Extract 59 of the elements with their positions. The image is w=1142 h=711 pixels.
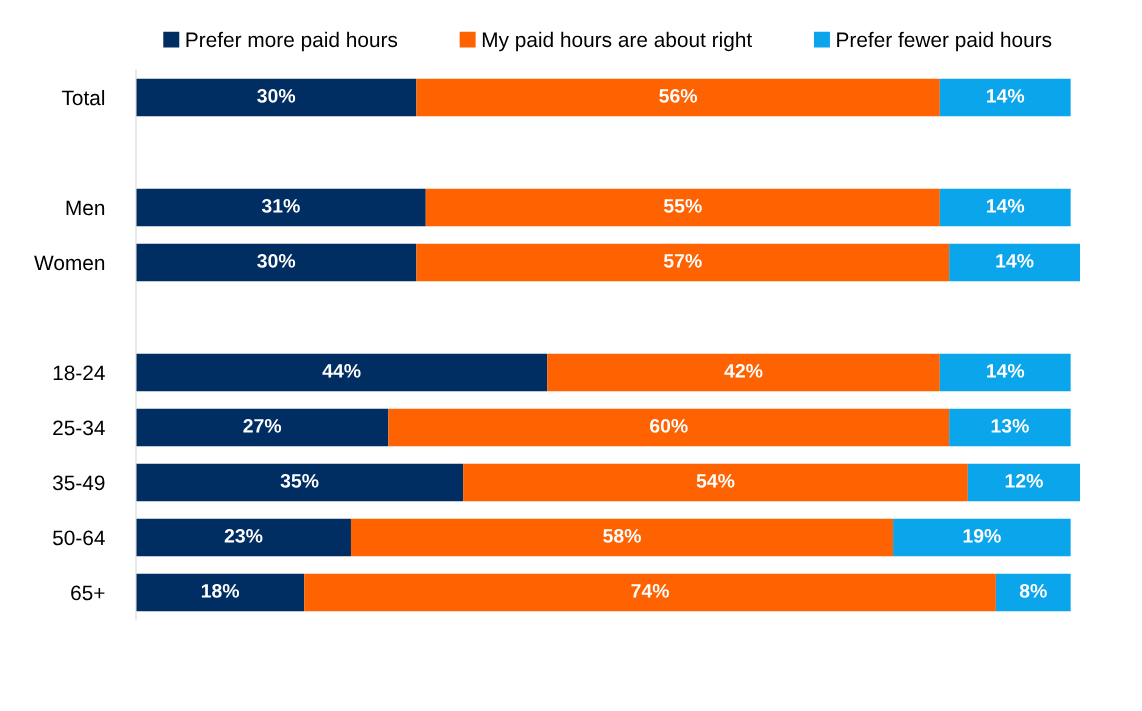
bar [995,573,1071,612]
data-label: 18% [201,583,240,598]
y-tick-label: 65+ [71,585,105,601]
bar [136,353,548,392]
data-label: 8% [1019,583,1047,598]
data-label: 42% [724,363,763,378]
data-label: 13% [991,418,1029,433]
data-label: 14% [996,254,1034,268]
y-tick-label: Men [66,200,105,216]
bar [136,188,426,227]
bar [547,353,940,392]
bar [939,78,1071,117]
y-tick-label: 35-49 [52,475,105,491]
data-label: 23% [224,528,263,543]
bar [939,188,1071,227]
data-label: 57% [663,254,702,268]
bar [136,243,417,282]
bar [388,408,950,447]
bar [425,188,940,227]
data-label: 56% [659,88,698,103]
bar [893,518,1071,557]
data-label: 44% [322,364,361,378]
data-label: 54% [696,474,735,488]
bar [939,353,1071,392]
y-tick-label: 25-34 [53,420,105,436]
legend-label: Prefer more paid hours [186,31,398,52]
data-label: 30% [257,253,296,268]
bar [949,243,1080,282]
bar [463,463,968,502]
y-tick-label: Women [34,255,105,271]
bar [949,408,1071,447]
bar [304,573,996,612]
y-tick-label: 18-24 [53,365,105,381]
bar [136,78,417,117]
data-label: 14% [986,199,1025,213]
data-label: 35% [280,473,319,488]
data-label: 14% [986,89,1025,103]
y-tick-label: Total [61,89,105,106]
bar [136,573,305,612]
bar [416,243,950,282]
y-tick-label: 50-64 [53,530,105,546]
bar [967,463,1080,502]
data-label: 74% [631,584,670,598]
data-label: 60% [650,418,688,433]
data-label: 30% [257,88,296,103]
data-label: 55% [663,199,702,213]
bar [350,518,894,557]
data-label: 27% [243,418,282,433]
data-label: 31% [261,198,300,213]
data-label: 12% [1005,473,1043,488]
bar [416,78,940,117]
bar [136,463,464,502]
data-label: 19% [963,528,1001,543]
legend-label: My paid hours are about right [482,31,753,52]
bar [136,518,351,557]
bar [136,408,389,447]
legend-label: Prefer fewer paid hours [837,31,1052,52]
data-label: 58% [603,528,641,543]
data-label: 14% [986,364,1025,378]
